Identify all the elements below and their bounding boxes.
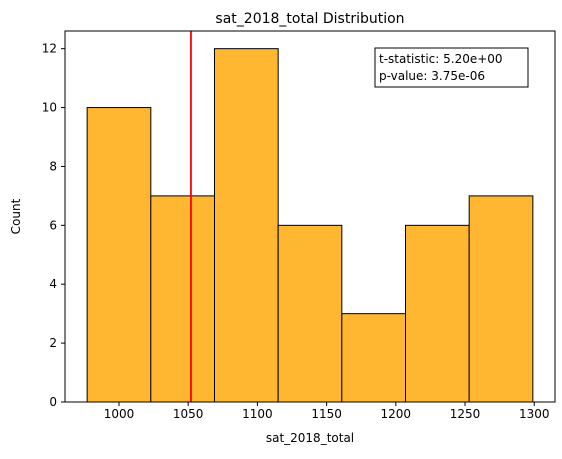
histogram-bar: [150, 195, 215, 403]
x-tick-label: 1050: [173, 407, 204, 421]
x-tick-label: 1100: [242, 407, 273, 421]
histogram-bar: [277, 224, 343, 403]
y-tick-label: 2: [49, 336, 57, 350]
x-axis: 1000 1050 1100 1150 1200 1250 1300: [104, 402, 550, 421]
chart-title: sat_2018_total Distribution: [215, 11, 404, 27]
y-tick-label: 0: [49, 395, 57, 409]
y-axis-label: Count: [9, 198, 23, 234]
x-axis-label: sat_2018_total: [266, 431, 354, 445]
histogram-bar: [468, 195, 534, 403]
stats-annotation: t-statistic: 5.20e+00 p-value: 3.75e-06: [374, 47, 529, 88]
histogram-bar: [86, 107, 152, 403]
y-tick-label: 4: [49, 277, 57, 291]
t-statistic-text: t-statistic: 5.20e+00: [379, 52, 503, 66]
x-tick-label: 1150: [311, 407, 342, 421]
p-value-text: p-value: 3.75e-06: [379, 69, 485, 83]
y-tick-label: 12: [42, 42, 57, 56]
histogram-bar: [341, 313, 407, 403]
y-axis: 0 2 4 6 8 10 12: [42, 42, 65, 409]
x-tick-label: 1250: [450, 407, 481, 421]
x-tick-label: 1300: [519, 407, 550, 421]
x-tick-label: 1000: [104, 407, 135, 421]
y-tick-label: 10: [42, 101, 57, 115]
y-tick-label: 8: [49, 159, 57, 173]
y-tick-label: 6: [49, 218, 57, 232]
histogram-bar: [405, 224, 470, 403]
histogram-bars: [86, 48, 534, 403]
stats-box: [374, 47, 529, 88]
histogram-bar: [213, 48, 279, 403]
plot-frame: [64, 30, 556, 403]
x-tick-label: 1200: [381, 407, 412, 421]
